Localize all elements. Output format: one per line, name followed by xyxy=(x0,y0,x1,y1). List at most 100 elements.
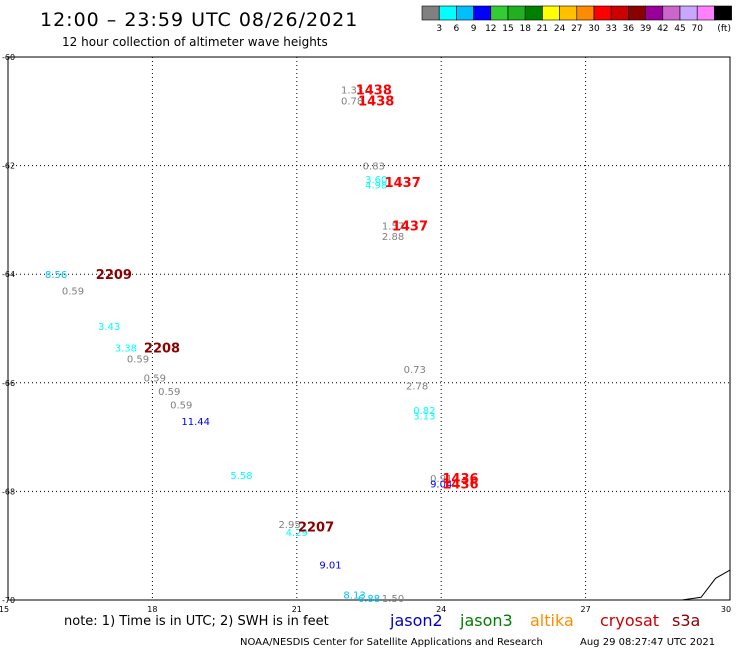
legend-swatch xyxy=(593,5,612,21)
wave-height-value: 3.38 xyxy=(115,344,137,355)
legend-swatch xyxy=(438,5,457,21)
legend-swatch xyxy=(662,5,681,21)
wave-height-value: 2.95 xyxy=(278,520,300,531)
legend-swatch xyxy=(507,5,526,21)
page-subtitle: 12 hour collection of altimeter wave hei… xyxy=(62,35,328,49)
wave-height-value: 11.44 xyxy=(181,417,210,428)
legend-label: 18 xyxy=(519,24,531,34)
legend-swatch xyxy=(628,5,646,21)
tick-labels: 15 18 21 24 27 30 -60 -62 -64 -66 -68 -70 xyxy=(0,53,731,614)
wave-height-value: 0.59 xyxy=(62,286,84,297)
color-legend: 3 6 9 12 15 18 21 24 27 30 33 36 39 42 45 70 (ft) xyxy=(421,5,732,34)
legend-label: 36 xyxy=(623,24,635,34)
time-label: 1436 xyxy=(442,477,478,492)
footer-timestamp: Aug 29 08:27:47 UTC 2021 xyxy=(580,637,715,648)
x-tick-label: 27 xyxy=(581,605,591,614)
legend-label: (ft) xyxy=(717,24,731,34)
time-label: 1436 xyxy=(442,472,478,487)
coastline-segment xyxy=(600,569,731,601)
legend-swatch xyxy=(524,5,543,21)
wave-height-value: 0.91 xyxy=(430,474,452,485)
satellite-label-jason3: jason3 xyxy=(459,611,513,630)
legend-swatch xyxy=(473,5,492,21)
y-tick-label: -66 xyxy=(2,379,15,388)
legend-swatch xyxy=(456,5,474,21)
coastline xyxy=(8,569,731,601)
wave-height-value: 3.13 xyxy=(413,411,435,422)
legend-swatch xyxy=(679,5,698,21)
time-label: 2209 xyxy=(96,268,132,283)
y-tick-label: -70 xyxy=(2,596,15,605)
page-title: 12:00 – 23:59 UTC 08/26/2021 xyxy=(40,9,358,31)
wave-height-value: 3.43 xyxy=(98,322,120,333)
satellite-label-altika: altika xyxy=(530,611,574,630)
wave-height-value: 1.50 xyxy=(382,594,404,605)
legend-swatch xyxy=(542,5,560,21)
time-label: 2208 xyxy=(144,342,180,357)
wave-height-value: 3.60 xyxy=(365,175,387,186)
legend-label: 9 xyxy=(471,24,477,34)
wave-height-value: 0.78 xyxy=(341,96,363,107)
legend-label: 45 xyxy=(674,24,685,34)
wave-height-value: 0.83 xyxy=(363,162,385,173)
y-tick-label: -68 xyxy=(2,487,15,496)
satellite-legend: jason2 jason3 altika cryosat s3a xyxy=(389,611,700,630)
plot-area: 8.560.593.433.380.590.590.590.5911.445.5… xyxy=(0,53,731,614)
legend-label: 70 xyxy=(691,24,703,34)
x-tick-label: 30 xyxy=(721,605,731,614)
legend-label: 27 xyxy=(571,24,582,34)
legend-label: 33 xyxy=(605,24,616,34)
x-tick-label: 24 xyxy=(436,605,446,614)
wave-height-value: 0.59 xyxy=(127,354,149,365)
legend-label: 39 xyxy=(640,24,652,34)
time-label: 1438 xyxy=(356,84,392,99)
legend-swatch xyxy=(714,5,732,21)
time-label: 1437 xyxy=(385,176,421,191)
wave-height-value: 4.98 xyxy=(365,181,387,192)
y-tick-label: -62 xyxy=(2,162,15,171)
footer-credit: NOAA/NESDIS Center for Satellite Applica… xyxy=(240,637,543,648)
wave-height-value: 0.82 xyxy=(413,406,435,417)
legend-label: 21 xyxy=(537,24,548,34)
wave-height-value: 1.33 xyxy=(341,86,363,97)
legend-label: 3 xyxy=(436,24,442,34)
wave-height-value: 0.59 xyxy=(158,387,180,398)
legend-swatch xyxy=(421,5,440,21)
wave-height-value: 2.78 xyxy=(406,382,428,393)
time-label: 2207 xyxy=(298,521,334,536)
x-tick-label: 21 xyxy=(292,605,302,614)
time-label: 1438 xyxy=(358,94,394,109)
wave-height-value: 0.73 xyxy=(404,365,426,376)
legend-label: 24 xyxy=(554,24,566,34)
wave-height-value: 0.59 xyxy=(170,401,192,412)
legend-label: 6 xyxy=(454,24,460,34)
time-label: 1437 xyxy=(392,219,428,234)
legend-swatch xyxy=(576,5,595,21)
wave-height-value: 8.56 xyxy=(45,270,67,281)
data-points: 8.560.593.433.380.590.590.590.5911.445.5… xyxy=(45,86,452,605)
wave-height-value: 9.04 xyxy=(430,479,452,490)
legend-label: 30 xyxy=(588,24,600,34)
wave-height-value: 5.58 xyxy=(230,471,252,482)
wave-height-value: 9.01 xyxy=(319,561,341,572)
legend-swatch xyxy=(645,5,664,21)
legend-label: 15 xyxy=(502,24,513,34)
wave-height-value: 4.29 xyxy=(286,528,308,539)
wave-height-value: 6.88 xyxy=(358,594,380,605)
wave-height-value: 1.57 xyxy=(382,221,404,232)
x-tick-label: 18 xyxy=(147,605,157,614)
y-tick-label: -60 xyxy=(2,53,15,62)
wave-height-value: 0.59 xyxy=(144,373,166,384)
x-tick-label: 15 xyxy=(0,605,9,614)
legend-swatch xyxy=(696,5,715,21)
satellite-label-jason2: jason2 xyxy=(389,611,443,630)
wave-height-value: 2.88 xyxy=(382,232,404,243)
satellite-label-s3a: s3a xyxy=(672,611,700,630)
legend-swatch xyxy=(559,5,578,21)
grid-lines xyxy=(8,57,730,600)
legend-swatch xyxy=(610,5,629,21)
legend-label: 42 xyxy=(657,24,668,34)
plot-frame xyxy=(7,56,731,601)
